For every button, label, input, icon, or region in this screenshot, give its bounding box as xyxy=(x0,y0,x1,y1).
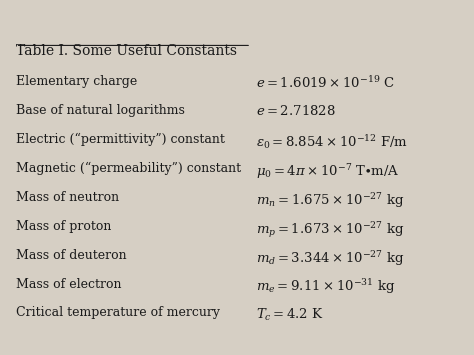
Text: $m_e = 9.11 \times 10^{-31}\ \mathrm{kg}$: $m_e = 9.11 \times 10^{-31}\ \mathrm{kg}… xyxy=(256,278,395,296)
Text: $m_p = 1.673 \times 10^{-27}\ \mathrm{kg}$: $m_p = 1.673 \times 10^{-27}\ \mathrm{kg… xyxy=(256,220,404,240)
Text: $m_n = 1.675 \times 10^{-27}\ \mathrm{kg}$: $m_n = 1.675 \times 10^{-27}\ \mathrm{kg… xyxy=(256,191,404,210)
Text: Elementary charge: Elementary charge xyxy=(16,75,137,88)
Text: Mass of neutron: Mass of neutron xyxy=(16,191,118,204)
Text: Mass of proton: Mass of proton xyxy=(16,220,111,233)
Text: $e = 1.6019 \times 10^{-19}\ \mathrm{C}$: $e = 1.6019 \times 10^{-19}\ \mathrm{C}$ xyxy=(256,75,395,91)
Text: $T_c = 4.2\ \mathrm{K}$: $T_c = 4.2\ \mathrm{K}$ xyxy=(256,306,323,322)
Text: Magnetic (“permeability”) constant: Magnetic (“permeability”) constant xyxy=(16,162,241,175)
Text: $e = 2.71828$: $e = 2.71828$ xyxy=(256,104,336,118)
Text: Mass of deuteron: Mass of deuteron xyxy=(16,248,126,262)
Text: $\mu_0 = 4\pi \times 10^{-7}\ \mathrm{T{\bullet}m/A}$: $\mu_0 = 4\pi \times 10^{-7}\ \mathrm{T{… xyxy=(256,162,400,181)
Text: Electric (“permittivity”) constant: Electric (“permittivity”) constant xyxy=(16,133,224,146)
Text: Base of natural logarithms: Base of natural logarithms xyxy=(16,104,184,117)
Text: Mass of electron: Mass of electron xyxy=(16,278,121,290)
Text: $\varepsilon_0 = 8.854 \times 10^{-12}\ \mathrm{F/m}$: $\varepsilon_0 = 8.854 \times 10^{-12}\ … xyxy=(256,133,408,151)
Text: $m_d = 3.344 \times 10^{-27}\ \mathrm{kg}$: $m_d = 3.344 \times 10^{-27}\ \mathrm{kg… xyxy=(256,248,404,268)
Text: Table I. Some Useful Constants: Table I. Some Useful Constants xyxy=(16,44,237,58)
Text: Critical temperature of mercury: Critical temperature of mercury xyxy=(16,306,219,320)
